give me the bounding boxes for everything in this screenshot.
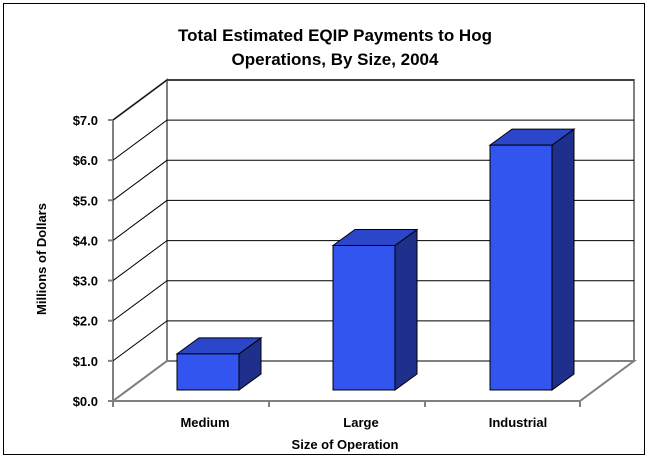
x-category-label-0: Medium <box>180 415 229 430</box>
x-category-label-2: Industrial <box>489 415 548 430</box>
y-tick-label-7: $7.0 <box>73 113 98 128</box>
x-axis-label: Size of Operation <box>292 437 399 452</box>
gridline-7 <box>112 79 634 121</box>
gridline-6 <box>112 119 634 161</box>
bar-front-0 <box>176 353 240 391</box>
x-category-labels: Medium Large Industrial <box>112 401 581 430</box>
bars <box>175 128 576 391</box>
x-category-label-1: Large <box>343 415 378 430</box>
y-tick-label-3: $3.0 <box>73 274 98 289</box>
gridline-5 <box>112 159 634 201</box>
bar-front-1 <box>332 244 396 391</box>
bar-large <box>331 228 419 391</box>
y-tick-label-1: $1.0 <box>73 354 98 369</box>
y-tick-label-2: $2.0 <box>73 314 98 329</box>
y-tick-label-6: $6.0 <box>73 153 98 168</box>
chart-title-line-2: Operations, By Size, 2004 <box>232 50 439 69</box>
gridline-1 <box>112 320 634 362</box>
gridline-3 <box>112 240 634 281</box>
y-tick-label-4: $4.0 <box>73 233 98 248</box>
bar-front-2 <box>489 144 553 391</box>
bar-side-1 <box>394 228 418 391</box>
side-wall <box>112 78 168 403</box>
gridlines <box>112 79 634 362</box>
bar-side-2 <box>551 128 575 391</box>
bar-medium <box>175 336 263 391</box>
gridline-2 <box>112 280 634 322</box>
bar-industrial <box>488 128 576 391</box>
y-tick-label-0: $0.0 <box>73 394 98 409</box>
gridline-4 <box>112 199 634 241</box>
y-tick-labels: $0.0 $1.0 $2.0 $3.0 $4.0 $5.0 $6.0 $7.0 <box>73 113 113 409</box>
y-axis-label: Millions of Dollars <box>34 203 49 315</box>
chart-title-line-1: Total Estimated EQIP Payments to Hog <box>178 26 492 45</box>
y-tick-label-5: $5.0 <box>73 193 98 208</box>
